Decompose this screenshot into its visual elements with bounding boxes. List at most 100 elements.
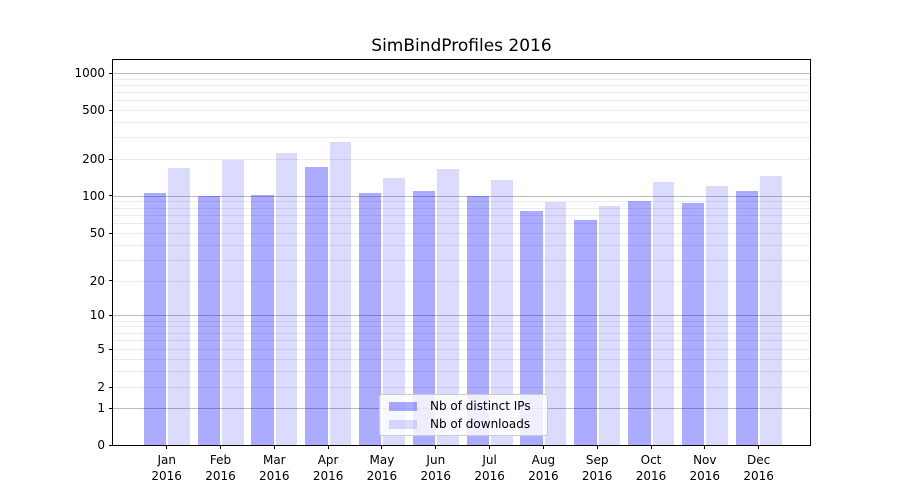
bar-downloads: [222, 160, 244, 445]
bar-distinct-ips: [143, 193, 167, 445]
x-tick-label: Jan 2016: [139, 452, 195, 484]
x-tick-month: Oct: [640, 453, 662, 467]
bar-distinct-ips: [735, 190, 759, 445]
minor-gridline: [113, 207, 810, 209]
x-tick-label: Jun 2016: [408, 452, 464, 484]
x-tick-label: Aug 2016: [515, 452, 571, 484]
bar-downloads: [760, 175, 782, 445]
x-tick-month: Nov: [693, 453, 717, 467]
y-tick-label: 10: [89, 308, 105, 323]
y-tick-mark: [109, 72, 113, 74]
minor-gridline: [113, 280, 810, 282]
legend: Nb of distinct IPs Nb of downloads: [379, 394, 548, 436]
x-tick-year: 2016: [743, 469, 774, 483]
y-tick-mark: [109, 158, 113, 160]
minor-gridline: [113, 223, 810, 225]
x-tick-mark: [435, 445, 437, 449]
x-tick-label: Dec 2016: [731, 452, 787, 484]
x-tick-label: Mar 2016: [246, 452, 302, 484]
minor-gridline: [113, 110, 810, 111]
minor-gridline: [113, 370, 810, 372]
x-tick-year: 2016: [581, 469, 613, 483]
x-tick-month: Sep: [585, 453, 609, 467]
x-tick-month: Aug: [531, 453, 556, 467]
x-tick-year: 2016: [689, 469, 721, 483]
x-tick-month: May: [369, 453, 395, 467]
bar-distinct-ips: [358, 193, 382, 445]
y-tick-mark: [109, 314, 113, 316]
bar-distinct-ips: [305, 167, 328, 445]
minor-gridline: [113, 259, 810, 261]
minor-gridline: [113, 201, 810, 203]
x-tick-month: Jul: [482, 453, 497, 467]
y-tick-mark: [109, 407, 113, 409]
x-tick-label: Apr 2016: [300, 452, 356, 484]
x-tick-month: Jun: [426, 453, 446, 467]
bar-downloads: [652, 181, 674, 445]
bar-downloads: [598, 206, 621, 445]
minor-gridline: [113, 326, 810, 328]
legend-entry: Nb of downloads: [389, 417, 538, 432]
x-tick-year: 2016: [312, 469, 344, 483]
x-tick-month: Dec: [746, 453, 771, 467]
major-gridline: [113, 315, 810, 317]
x-tick-mark: [542, 445, 544, 449]
minor-gridline: [113, 159, 810, 160]
bar-distinct-ips: [412, 190, 436, 445]
minor-gridline: [113, 320, 810, 322]
x-tick-month: Apr: [317, 453, 339, 467]
bar-distinct-ips: [466, 195, 490, 445]
x-tick-year: 2016: [151, 469, 182, 483]
bar-downloads: [706, 186, 728, 445]
x-tick-label: Nov 2016: [677, 452, 733, 484]
minor-gridline: [113, 358, 810, 360]
x-tick-mark: [489, 445, 491, 449]
x-tick-month: Mar: [262, 453, 286, 467]
y-tick-mark: [109, 348, 113, 350]
bar-distinct-ips: [628, 200, 651, 445]
x-tick-mark: [704, 445, 706, 449]
minor-gridline: [113, 85, 810, 87]
bar-downloads: [383, 177, 405, 445]
x-tick-mark: [166, 445, 168, 449]
major-gridline: [113, 73, 810, 75]
x-tick-year: 2016: [259, 469, 290, 483]
y-tick-label: 2: [97, 380, 105, 395]
y-tick-label: 50: [89, 226, 105, 240]
bar-distinct-ips: [574, 219, 597, 445]
x-tick-label: Sep 2016: [569, 452, 625, 484]
x-tick-label: Feb 2016: [193, 452, 249, 484]
minor-gridline: [113, 349, 810, 351]
minor-gridline: [113, 100, 810, 102]
bar-distinct-ips: [251, 195, 274, 445]
y-tick-label: 200: [82, 152, 105, 166]
x-tick-mark: [650, 445, 652, 449]
y-tick-mark: [109, 386, 113, 388]
bar-distinct-ips: [520, 210, 543, 445]
x-tick-year: 2016: [474, 469, 505, 483]
legend-label: Nb of distinct IPs: [430, 398, 531, 413]
legend-swatch: [389, 419, 417, 429]
bar-downloads: [275, 152, 298, 445]
bar-distinct-ips: [681, 203, 705, 445]
minor-gridline: [113, 244, 810, 246]
bar-downloads: [491, 179, 513, 445]
y-tick-mark: [109, 195, 113, 197]
minor-gridline: [113, 214, 810, 216]
x-tick-mark: [327, 445, 329, 449]
minor-gridline: [113, 137, 810, 139]
x-tick-label: Oct 2016: [623, 452, 679, 484]
minor-gridline: [113, 332, 810, 334]
x-tick-year: 2016: [366, 469, 398, 483]
chart-title: SimBindProfiles 2016: [371, 36, 552, 56]
y-tick-label: 1: [97, 401, 105, 416]
minor-gridline: [113, 92, 810, 94]
y-tick-label: 500: [82, 103, 105, 117]
x-tick-mark: [381, 445, 383, 449]
legend-swatch: [389, 401, 417, 411]
x-tick-year: 2016: [420, 469, 452, 483]
x-tick-year: 2016: [635, 469, 667, 483]
y-tick-label: 20: [89, 273, 105, 288]
x-tick-month: Feb: [209, 453, 232, 467]
